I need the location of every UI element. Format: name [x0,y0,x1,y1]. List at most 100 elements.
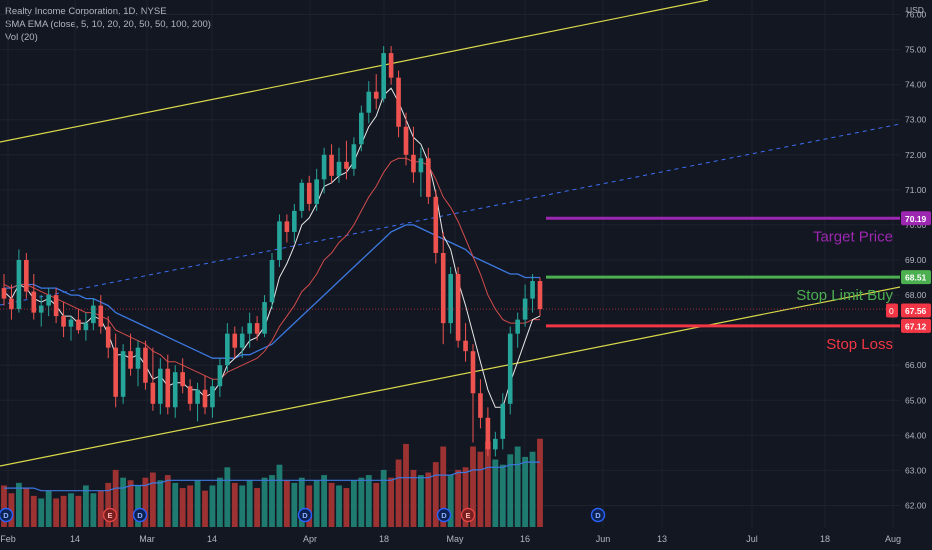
volume-bar [410,469,417,527]
volume-bar [60,495,67,527]
event-marker-text: D [302,511,308,520]
volume-bar [179,488,186,527]
volume-bar [462,467,469,527]
candle [440,231,446,345]
candle [522,284,528,327]
time-tick-label: 13 [657,534,667,544]
chart-legend: Realty Income Corporation, 1D, NYSE SMA … [5,5,211,44]
event-marker-text: D [3,511,9,520]
volume-bar [209,485,216,527]
earnings-marker [102,507,118,523]
price-tick-label: 74.00 [905,80,927,90]
candle [433,189,439,264]
event-marker-text: D [137,511,143,520]
candle [172,365,178,418]
candle [232,326,238,359]
volume-bar [112,469,119,527]
price-tick-label: 62.00 [905,500,927,510]
countdown-badge [886,303,898,318]
earnings-marker [460,507,476,523]
candle [396,70,401,138]
volume-bar [492,459,499,527]
price-tick-label: 76.00 [905,10,927,20]
volume-bar [1,485,7,527]
price-badge-text: 70.19 [905,214,927,224]
candle [478,379,483,429]
price-tick-label: 65.00 [905,395,927,405]
candle [299,179,305,218]
volume-bar [484,441,491,527]
candle [31,274,37,320]
volume-bar [298,477,305,527]
channel-mid-line [0,123,901,306]
volume-bar [194,480,201,527]
candle [470,344,476,443]
volume-bar [514,446,521,527]
volume-bar [373,482,380,527]
time-tick-label: May [446,534,464,544]
volume-bar [432,462,439,527]
volume-bar [53,498,60,527]
candle [314,168,319,211]
candle [388,46,394,85]
volume-bar [149,472,156,527]
candle [515,312,520,348]
price-tick-label: 71.00 [905,185,927,195]
volume-bar [38,498,45,527]
volume-bar [246,480,253,527]
channel-lower-line [0,286,901,467]
candle [493,431,498,457]
dividend-marker [132,507,148,523]
candle [321,147,327,194]
volume-bar [283,480,290,527]
candle [53,288,59,324]
volume-bar [97,490,104,527]
volume-bar [306,485,313,527]
currency-label: USD [906,5,924,15]
volume-bar [30,495,37,527]
time-tick-label: Feb [0,534,16,544]
price-badge [901,318,931,333]
volume-bar [507,454,514,527]
volume-bar [395,459,402,527]
candle [24,252,29,299]
candle [16,249,22,313]
stop-loss-label: Stop Loss [826,336,893,353]
dividend-marker [436,507,452,523]
volume-bar [90,493,97,527]
candle [61,302,66,338]
candle [1,274,7,306]
candle [448,267,453,334]
volume-bar [202,490,208,527]
candle [530,274,535,313]
event-marker-text: E [107,511,112,520]
candle [187,379,193,411]
candle [381,46,386,103]
time-tick-label: 14 [207,534,217,544]
volume-bar [440,446,447,527]
volume-bar [231,482,238,527]
candle [292,203,297,243]
price-tick-label: 64.00 [905,430,927,440]
price-tick-label: 72.00 [905,150,927,160]
volume-bar [537,438,543,527]
volume-bar [291,482,298,527]
volume-bar [447,475,454,527]
candle [418,147,424,197]
volume-bar [350,480,357,527]
candle [128,333,133,376]
volume-bar [23,488,30,527]
volume-bar [8,493,15,527]
candle [158,358,163,415]
candle [306,175,312,211]
time-tick-label: Mar [139,534,155,544]
candle [344,140,349,180]
time-tick-label: Aug [885,534,901,544]
price-badge-text: 68.51 [905,273,927,283]
volume-bar [254,488,261,527]
candle [9,284,14,320]
volume-bar [187,485,194,527]
candle [411,126,416,183]
volume-bar [425,472,432,527]
